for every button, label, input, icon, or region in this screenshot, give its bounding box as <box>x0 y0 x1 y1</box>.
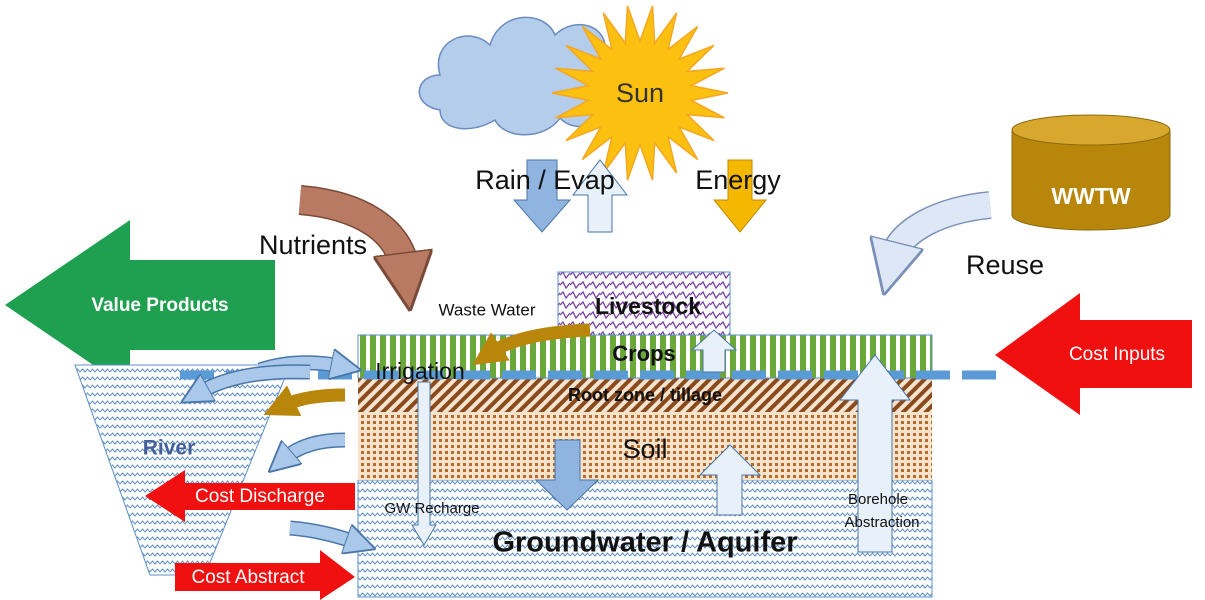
irrigation-return-arrow <box>200 365 311 392</box>
cost-abstract-arrow <box>175 550 355 600</box>
root-zone-label: Root zone / tillage <box>568 385 722 405</box>
cost-inputs-arrow <box>995 293 1192 415</box>
value-products-label: Value Products <box>91 295 228 316</box>
wwtw-label: WWTW <box>1051 183 1130 209</box>
gw-recharge-arrow <box>411 381 437 546</box>
rain-evap-label: Rain / Evap <box>475 165 615 195</box>
sun <box>551 5 729 181</box>
root-zone-layer <box>358 378 932 412</box>
sun-label: Sun <box>616 78 664 108</box>
cost-inputs-label: Cost Inputs <box>1069 344 1165 365</box>
river-to-gw-arrow <box>289 522 355 542</box>
borehole-arrow <box>838 354 912 553</box>
river-return-arrow <box>263 385 346 417</box>
crops-label: Crops <box>612 341 676 366</box>
waste-water-label: Waste Water <box>439 300 536 319</box>
irrigation-label: Irrigation <box>375 358 464 384</box>
reuse-label: Reuse <box>966 250 1044 280</box>
livestock-water-arrow <box>690 329 738 373</box>
soil-to-river-arrow <box>285 434 346 458</box>
energy-label: Energy <box>695 165 781 195</box>
wwtw-tank <box>1011 114 1171 231</box>
gw-recharge-label: GW Recharge <box>384 500 479 517</box>
groundwater-label: Groundwater / Aquifer <box>492 527 797 559</box>
capillary-arrow <box>698 444 762 516</box>
river-label: River <box>143 437 196 460</box>
cost-abstract-label: Cost Abstract <box>192 567 306 588</box>
nutrients-label: Nutrients <box>259 230 367 260</box>
value-products-arrow <box>5 220 275 390</box>
borehole-label: Abstraction <box>844 514 919 531</box>
infiltration-arrow <box>534 439 600 511</box>
reuse-arrow <box>893 192 992 258</box>
livestock-label: Livestock <box>595 293 701 319</box>
soil-layer <box>358 412 932 480</box>
rain-arrow <box>512 159 572 233</box>
groundwater-layer <box>357 479 933 598</box>
soil-label: Soil <box>622 434 667 464</box>
evap-arrow <box>571 159 629 233</box>
waste-water-arrow <box>472 323 591 366</box>
cost-discharge-arrow <box>145 470 355 522</box>
nutrients-arrow <box>298 186 405 270</box>
energy-arrow <box>712 159 768 233</box>
river <box>74 364 291 576</box>
borehole-label: Borehole <box>848 491 908 508</box>
cost-discharge-label: Cost Discharge <box>195 486 325 507</box>
